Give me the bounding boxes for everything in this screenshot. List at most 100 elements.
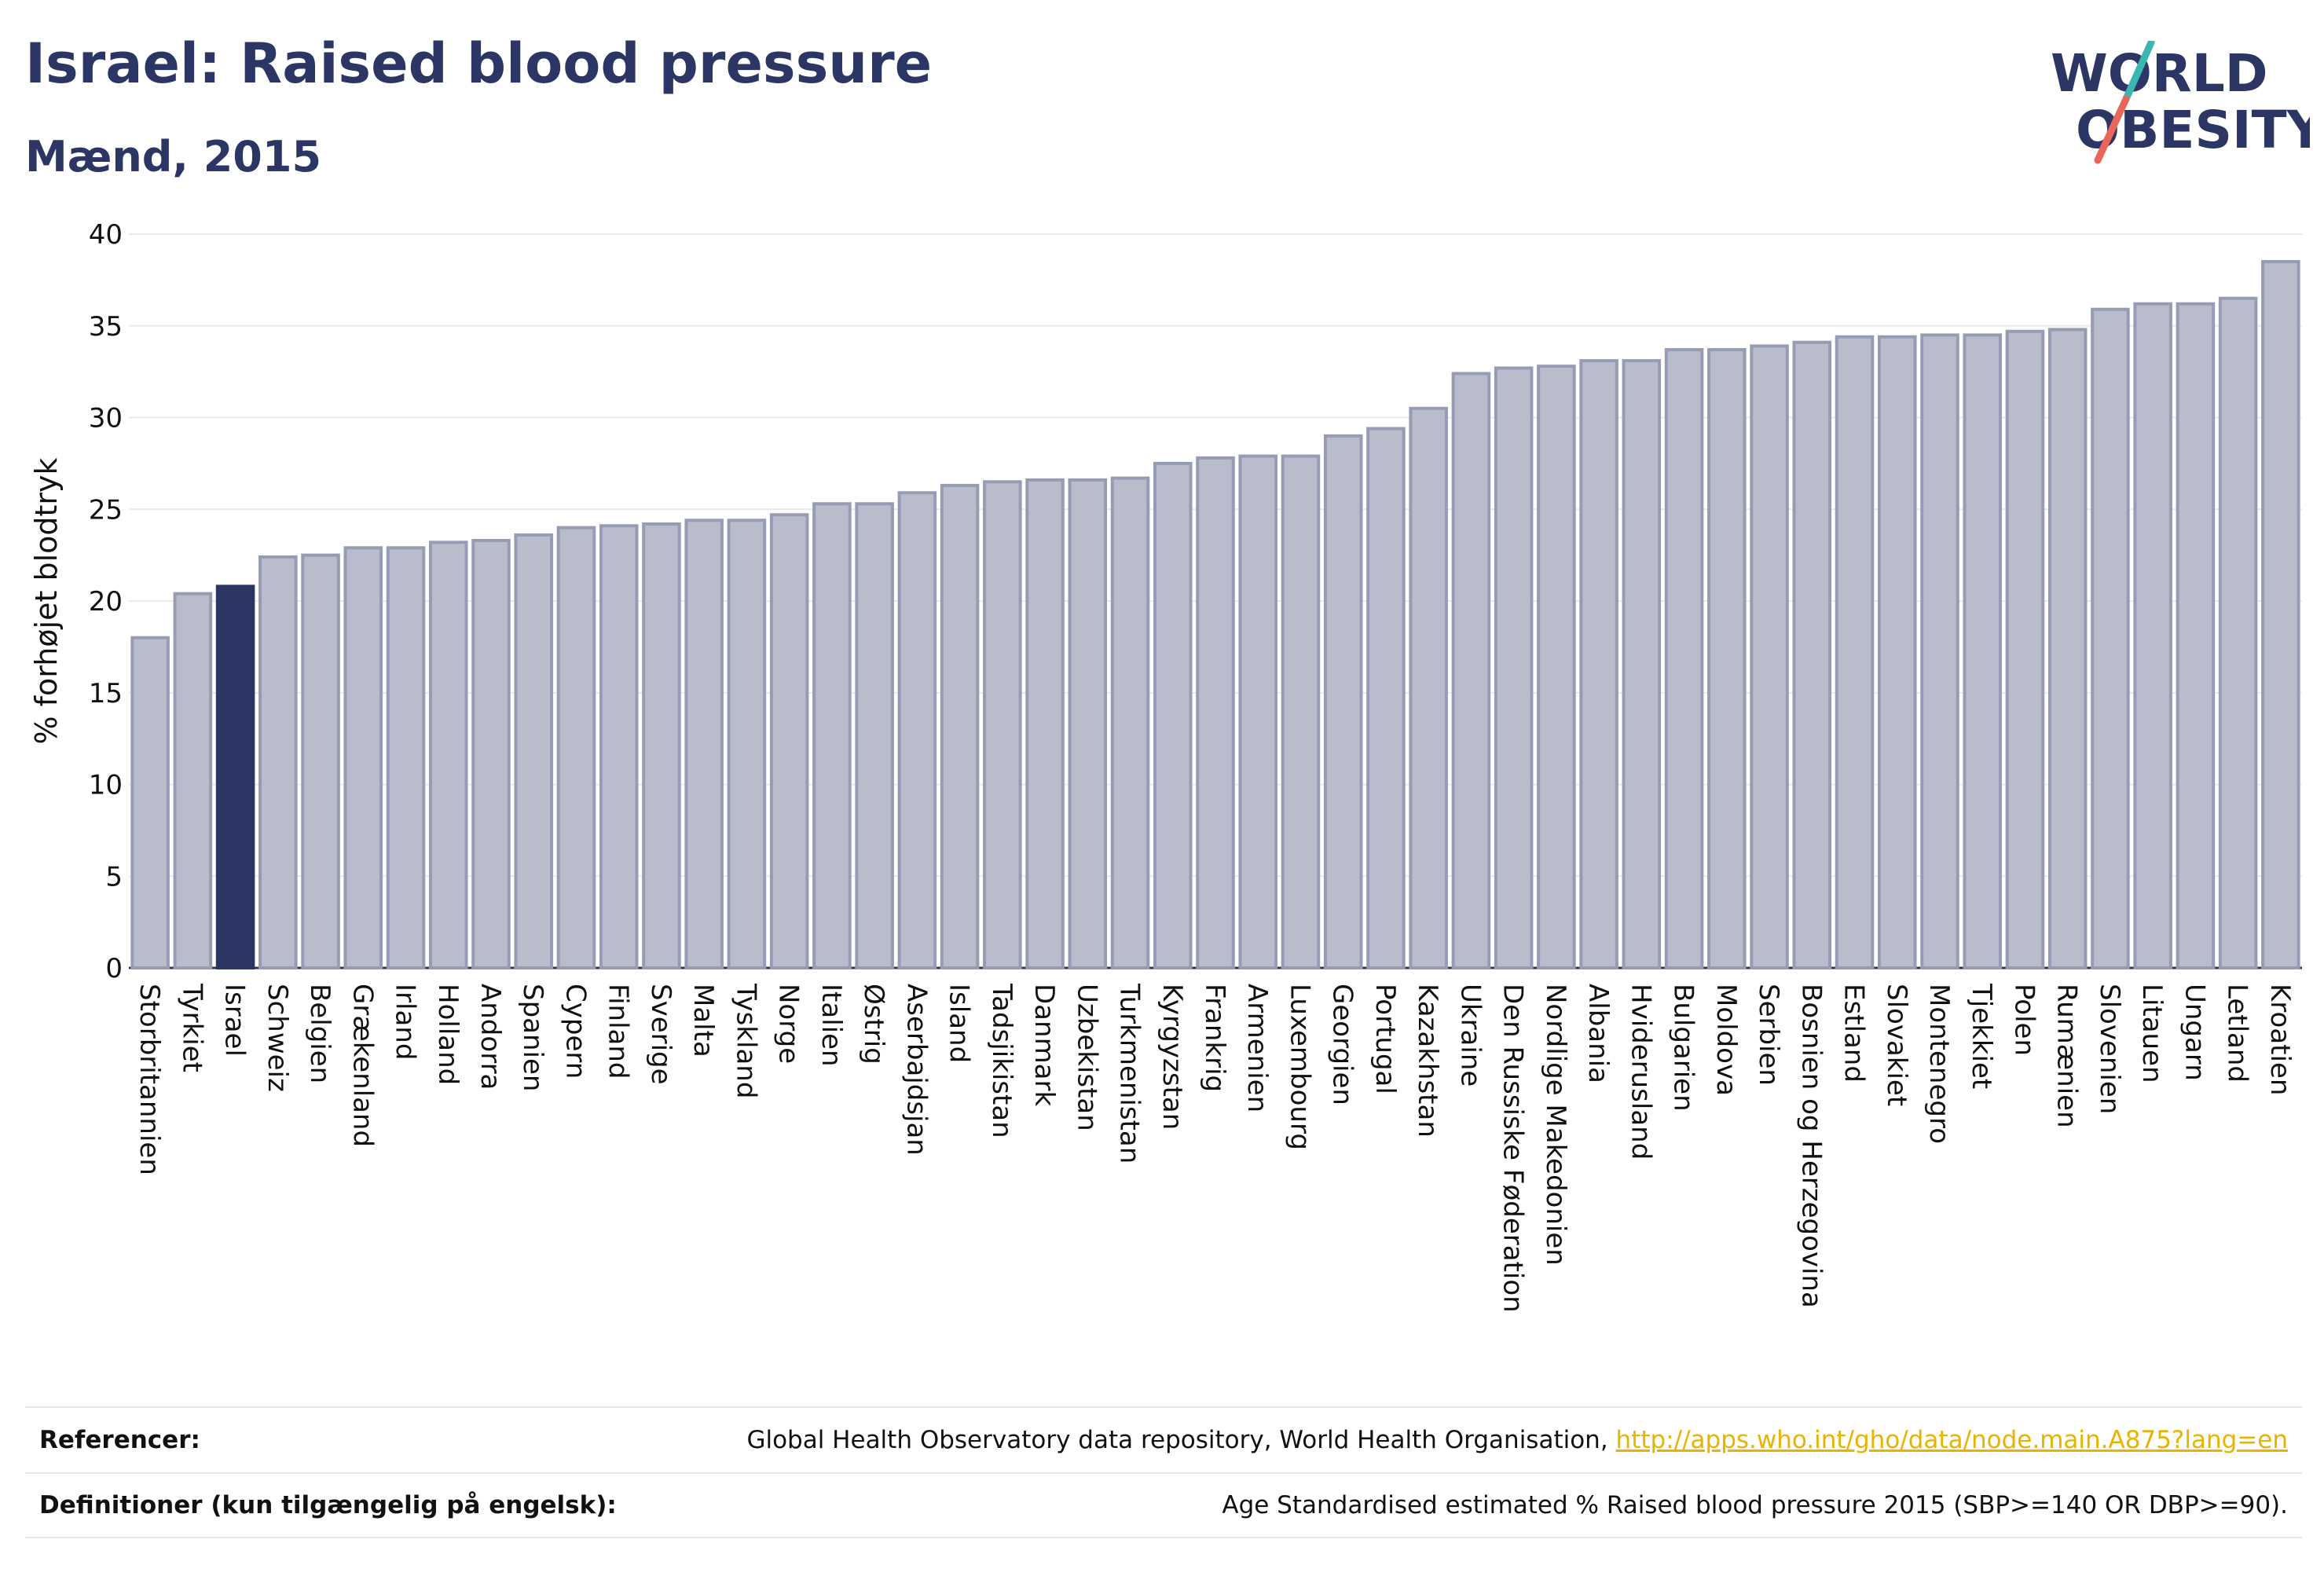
bar-tadsjikistan bbox=[983, 480, 1022, 969]
x-tick-label: Schweiz bbox=[262, 984, 293, 1092]
bar-italien bbox=[812, 502, 852, 969]
y-tick-label: 5 bbox=[105, 861, 123, 892]
bar-rumænien bbox=[2047, 328, 2088, 970]
bar-finland bbox=[599, 524, 639, 969]
bar-albania bbox=[1579, 359, 1618, 969]
x-tick-label: Ukraine bbox=[1454, 984, 1486, 1087]
footer-definitions-row: Definitioner (kun tilgængelig på engelsk… bbox=[25, 1472, 2302, 1538]
x-tick-label: Aserbajdsjan bbox=[900, 984, 932, 1156]
bar-slovenien bbox=[2091, 307, 2130, 969]
x-tick-label: Rumænien bbox=[2051, 984, 2083, 1128]
bar-aserbajdsjan bbox=[897, 491, 937, 969]
bar-andorra bbox=[471, 538, 511, 969]
bar-nordlige-makedonien bbox=[1537, 365, 1576, 969]
footer-references-row: Referencer: Global Health Observatory da… bbox=[25, 1406, 2302, 1472]
bar-storbritannien bbox=[130, 636, 170, 969]
bar-malta bbox=[684, 519, 724, 969]
bar-irland bbox=[386, 546, 426, 969]
logo-slash-coral bbox=[2094, 95, 2130, 164]
x-tick-label: Slovenien bbox=[2094, 984, 2125, 1114]
bar-estland bbox=[1835, 335, 1875, 969]
y-axis-ticks: 0 5 10 15 20 25 30 35 40 bbox=[89, 219, 123, 984]
x-tick-label: Polen bbox=[2008, 984, 2040, 1056]
bar-litauen bbox=[2133, 302, 2172, 970]
x-tick-label: Montenegro bbox=[1923, 984, 1955, 1144]
logo-text-world: WORLD bbox=[2051, 43, 2268, 104]
x-tick-label: Kazakhstan bbox=[1412, 984, 1443, 1138]
y-tick-label: 0 bbox=[105, 953, 123, 984]
x-tick-label: Finland bbox=[603, 984, 634, 1079]
page-subtitle: Mænd, 2015 bbox=[25, 132, 322, 181]
x-tick-label: Kyrgyzstan bbox=[1157, 984, 1188, 1130]
references-link[interactable]: http://apps.who.int/gho/data/node.main.A… bbox=[1615, 1426, 2288, 1454]
references-value: Global Health Observatory data repositor… bbox=[746, 1426, 2288, 1454]
x-tick-label: Tyrkiet bbox=[176, 983, 207, 1072]
y-tick-label: 10 bbox=[89, 770, 123, 801]
x-tick-label: Malta bbox=[687, 984, 719, 1057]
bar-luxembourg bbox=[1281, 454, 1321, 969]
x-tick-label: Cypern bbox=[559, 984, 591, 1079]
bars bbox=[130, 260, 2300, 970]
bar-slovakiet bbox=[1877, 335, 1917, 969]
x-tick-label: Slovakiet bbox=[1881, 984, 1912, 1106]
bar-armenien bbox=[1238, 454, 1278, 969]
x-tick-label: Hviderusland bbox=[1625, 984, 1656, 1160]
x-tick-label: Tadsjikistan bbox=[986, 983, 1017, 1138]
page-title: Israel: Raised blood pressure bbox=[25, 31, 933, 96]
bar-bosnien-og-herzegovina bbox=[1792, 340, 1832, 969]
x-tick-label: Grækenland bbox=[346, 984, 378, 1147]
bar-kyrgyzstan bbox=[1153, 461, 1193, 969]
x-tick-label: Holland bbox=[432, 984, 464, 1085]
x-tick-label: Serbien bbox=[1753, 984, 1784, 1086]
logo-slash-teal bbox=[2122, 41, 2155, 103]
bar-holland bbox=[428, 541, 468, 969]
x-tick-label: Israel bbox=[219, 984, 251, 1057]
bar-georgien bbox=[1323, 434, 1363, 969]
bar-tyskland bbox=[727, 519, 767, 969]
y-tick-label: 30 bbox=[89, 403, 123, 434]
x-tick-label: Moldova bbox=[1710, 984, 1742, 1096]
bar-kazakhstan bbox=[1409, 406, 1448, 969]
y-tick-label: 25 bbox=[89, 494, 123, 526]
x-tick-label: Uzbekistan bbox=[1071, 984, 1102, 1131]
x-tick-label: Estland bbox=[1838, 984, 1870, 1083]
x-tick-label: Irland bbox=[390, 984, 421, 1060]
x-tick-label: Kroatien bbox=[2264, 984, 2296, 1095]
x-tick-label: Nordlige Makedonien bbox=[1540, 984, 1571, 1266]
x-tick-label: Sverige bbox=[645, 984, 676, 1085]
bar-grækenland bbox=[343, 546, 383, 969]
bar-norge bbox=[769, 513, 809, 969]
bar-spanien bbox=[514, 533, 554, 969]
x-tick-label: Spanien bbox=[517, 984, 548, 1091]
x-tick-label: Belgien bbox=[304, 984, 335, 1083]
bar-ukraine bbox=[1451, 372, 1491, 969]
x-tick-label: Tyskland bbox=[730, 983, 761, 1098]
references-label: Referencer: bbox=[39, 1426, 200, 1454]
bar-israel bbox=[215, 585, 255, 969]
definitions-label: Definitioner (kun tilgængelig på engelsk… bbox=[39, 1491, 617, 1519]
bar-turkmenistan bbox=[1110, 476, 1150, 969]
bar-chart: 0 5 10 15 20 25 30 35 40 Storbritannien Tyrkiet Is… bbox=[29, 219, 2302, 1313]
y-tick-label: 20 bbox=[89, 586, 123, 618]
x-tick-label: Østrig bbox=[858, 984, 889, 1065]
x-tick-label: Andorra bbox=[475, 984, 506, 1090]
x-tick-label: Letland bbox=[2222, 984, 2253, 1083]
bar-cypern bbox=[556, 526, 596, 969]
bar-moldova bbox=[1707, 348, 1747, 970]
bar-ungarn bbox=[2176, 302, 2216, 970]
world-obesity-logo: WORLD OBESITY bbox=[2051, 41, 2310, 164]
x-tick-label: Bosnien og Herzegovina bbox=[1795, 984, 1827, 1308]
x-tick-label: Litauen bbox=[2136, 984, 2168, 1083]
x-tick-label: Georgien bbox=[1327, 984, 1358, 1105]
bar-schweiz bbox=[258, 555, 298, 969]
bar-portugal bbox=[1366, 427, 1406, 969]
references-text: Global Health Observatory data repositor… bbox=[746, 1426, 1616, 1454]
y-tick-label: 40 bbox=[89, 219, 123, 251]
x-tick-label: Storbritannien bbox=[134, 984, 165, 1175]
x-tick-label: Armenien bbox=[1241, 984, 1273, 1112]
definitions-value: Age Standardised estimated % Raised bloo… bbox=[1222, 1491, 2288, 1519]
x-axis-category-labels: Storbritannien Tyrkiet Israel Schweiz Belgie… bbox=[134, 983, 2296, 1313]
x-tick-label: Turkmenistan bbox=[1114, 983, 1146, 1164]
bar-frankrig bbox=[1196, 456, 1235, 969]
y-axis-title: % forhøjet blodtryk bbox=[29, 457, 64, 744]
